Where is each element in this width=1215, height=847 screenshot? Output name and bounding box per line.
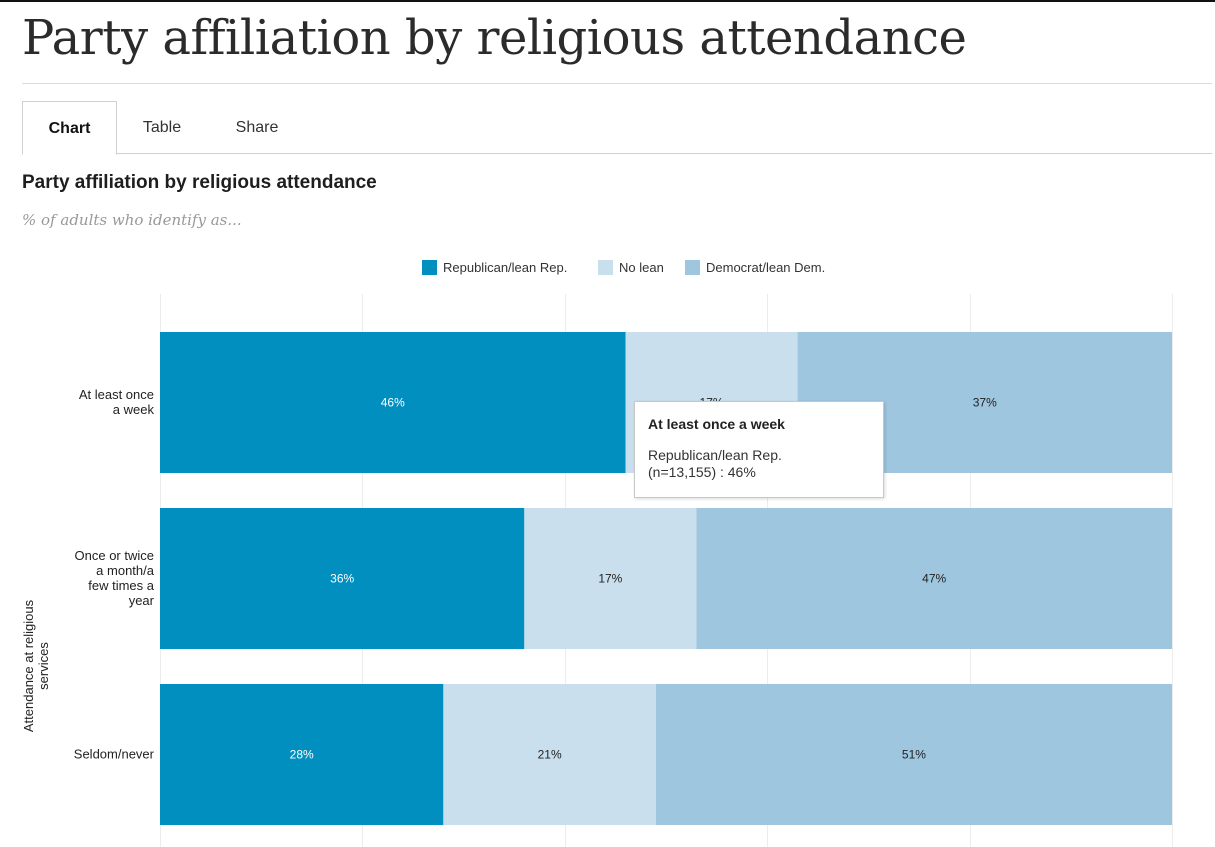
data-label: 47% [922, 572, 946, 586]
y-axis-title: Attendance at religiousservices [21, 599, 51, 732]
category-label: Seldom/never [74, 747, 155, 762]
bar-segment [160, 684, 444, 825]
chart-title: Party affiliation by religious attendanc… [22, 172, 377, 193]
legend-swatch [598, 260, 613, 275]
data-label: 21% [538, 748, 562, 762]
tab-share[interactable]: Share [235, 119, 279, 136]
category-label: few times a [88, 578, 155, 593]
tab-chart[interactable]: Chart [22, 101, 117, 155]
chart-subtitle: % of adults who identify as... [22, 211, 242, 229]
tooltip-value: (n=13,155) : 46% [648, 464, 756, 480]
legend-swatch [685, 260, 700, 275]
chart-legend: Republican/lean Rep. No lean Democrat/lean… [422, 259, 862, 277]
data-label: 46% [381, 396, 405, 410]
data-label: 28% [290, 748, 314, 762]
data-label: 17% [598, 572, 622, 586]
category-label: a week [113, 402, 155, 417]
data-label: 37% [973, 396, 997, 410]
category-label: At least once [79, 387, 154, 402]
tooltip-series: Republican/lean Rep. [648, 447, 782, 463]
legend-swatch [422, 260, 437, 275]
bar-segment [524, 508, 697, 649]
bar-segment [655, 684, 1172, 825]
tab-bar: Chart Table Share [22, 101, 1212, 155]
page-title: Party affiliation by religious attendanc… [22, 10, 967, 66]
tooltip-title: At least once a week [648, 416, 785, 432]
category-label: year [129, 593, 155, 608]
category-label: Once or twice [75, 548, 154, 563]
bar-segment [160, 508, 525, 649]
chart-tooltip: At least once a week Republican/lean Rep… [634, 401, 884, 498]
data-label: 51% [902, 748, 926, 762]
legend-label: No lean [619, 260, 664, 275]
data-label: 36% [330, 572, 354, 586]
bar-segment [160, 332, 626, 473]
category-label: a month/a [96, 563, 155, 578]
legend-label: Republican/lean Rep. [443, 260, 568, 275]
tab-table[interactable]: Table [142, 119, 182, 136]
bar-segment [696, 508, 1172, 649]
legend-label: Democrat/lean Dem. [706, 260, 826, 275]
title-divider [22, 83, 1212, 84]
bar-segment [443, 684, 656, 825]
top-border [0, 0, 1215, 2]
